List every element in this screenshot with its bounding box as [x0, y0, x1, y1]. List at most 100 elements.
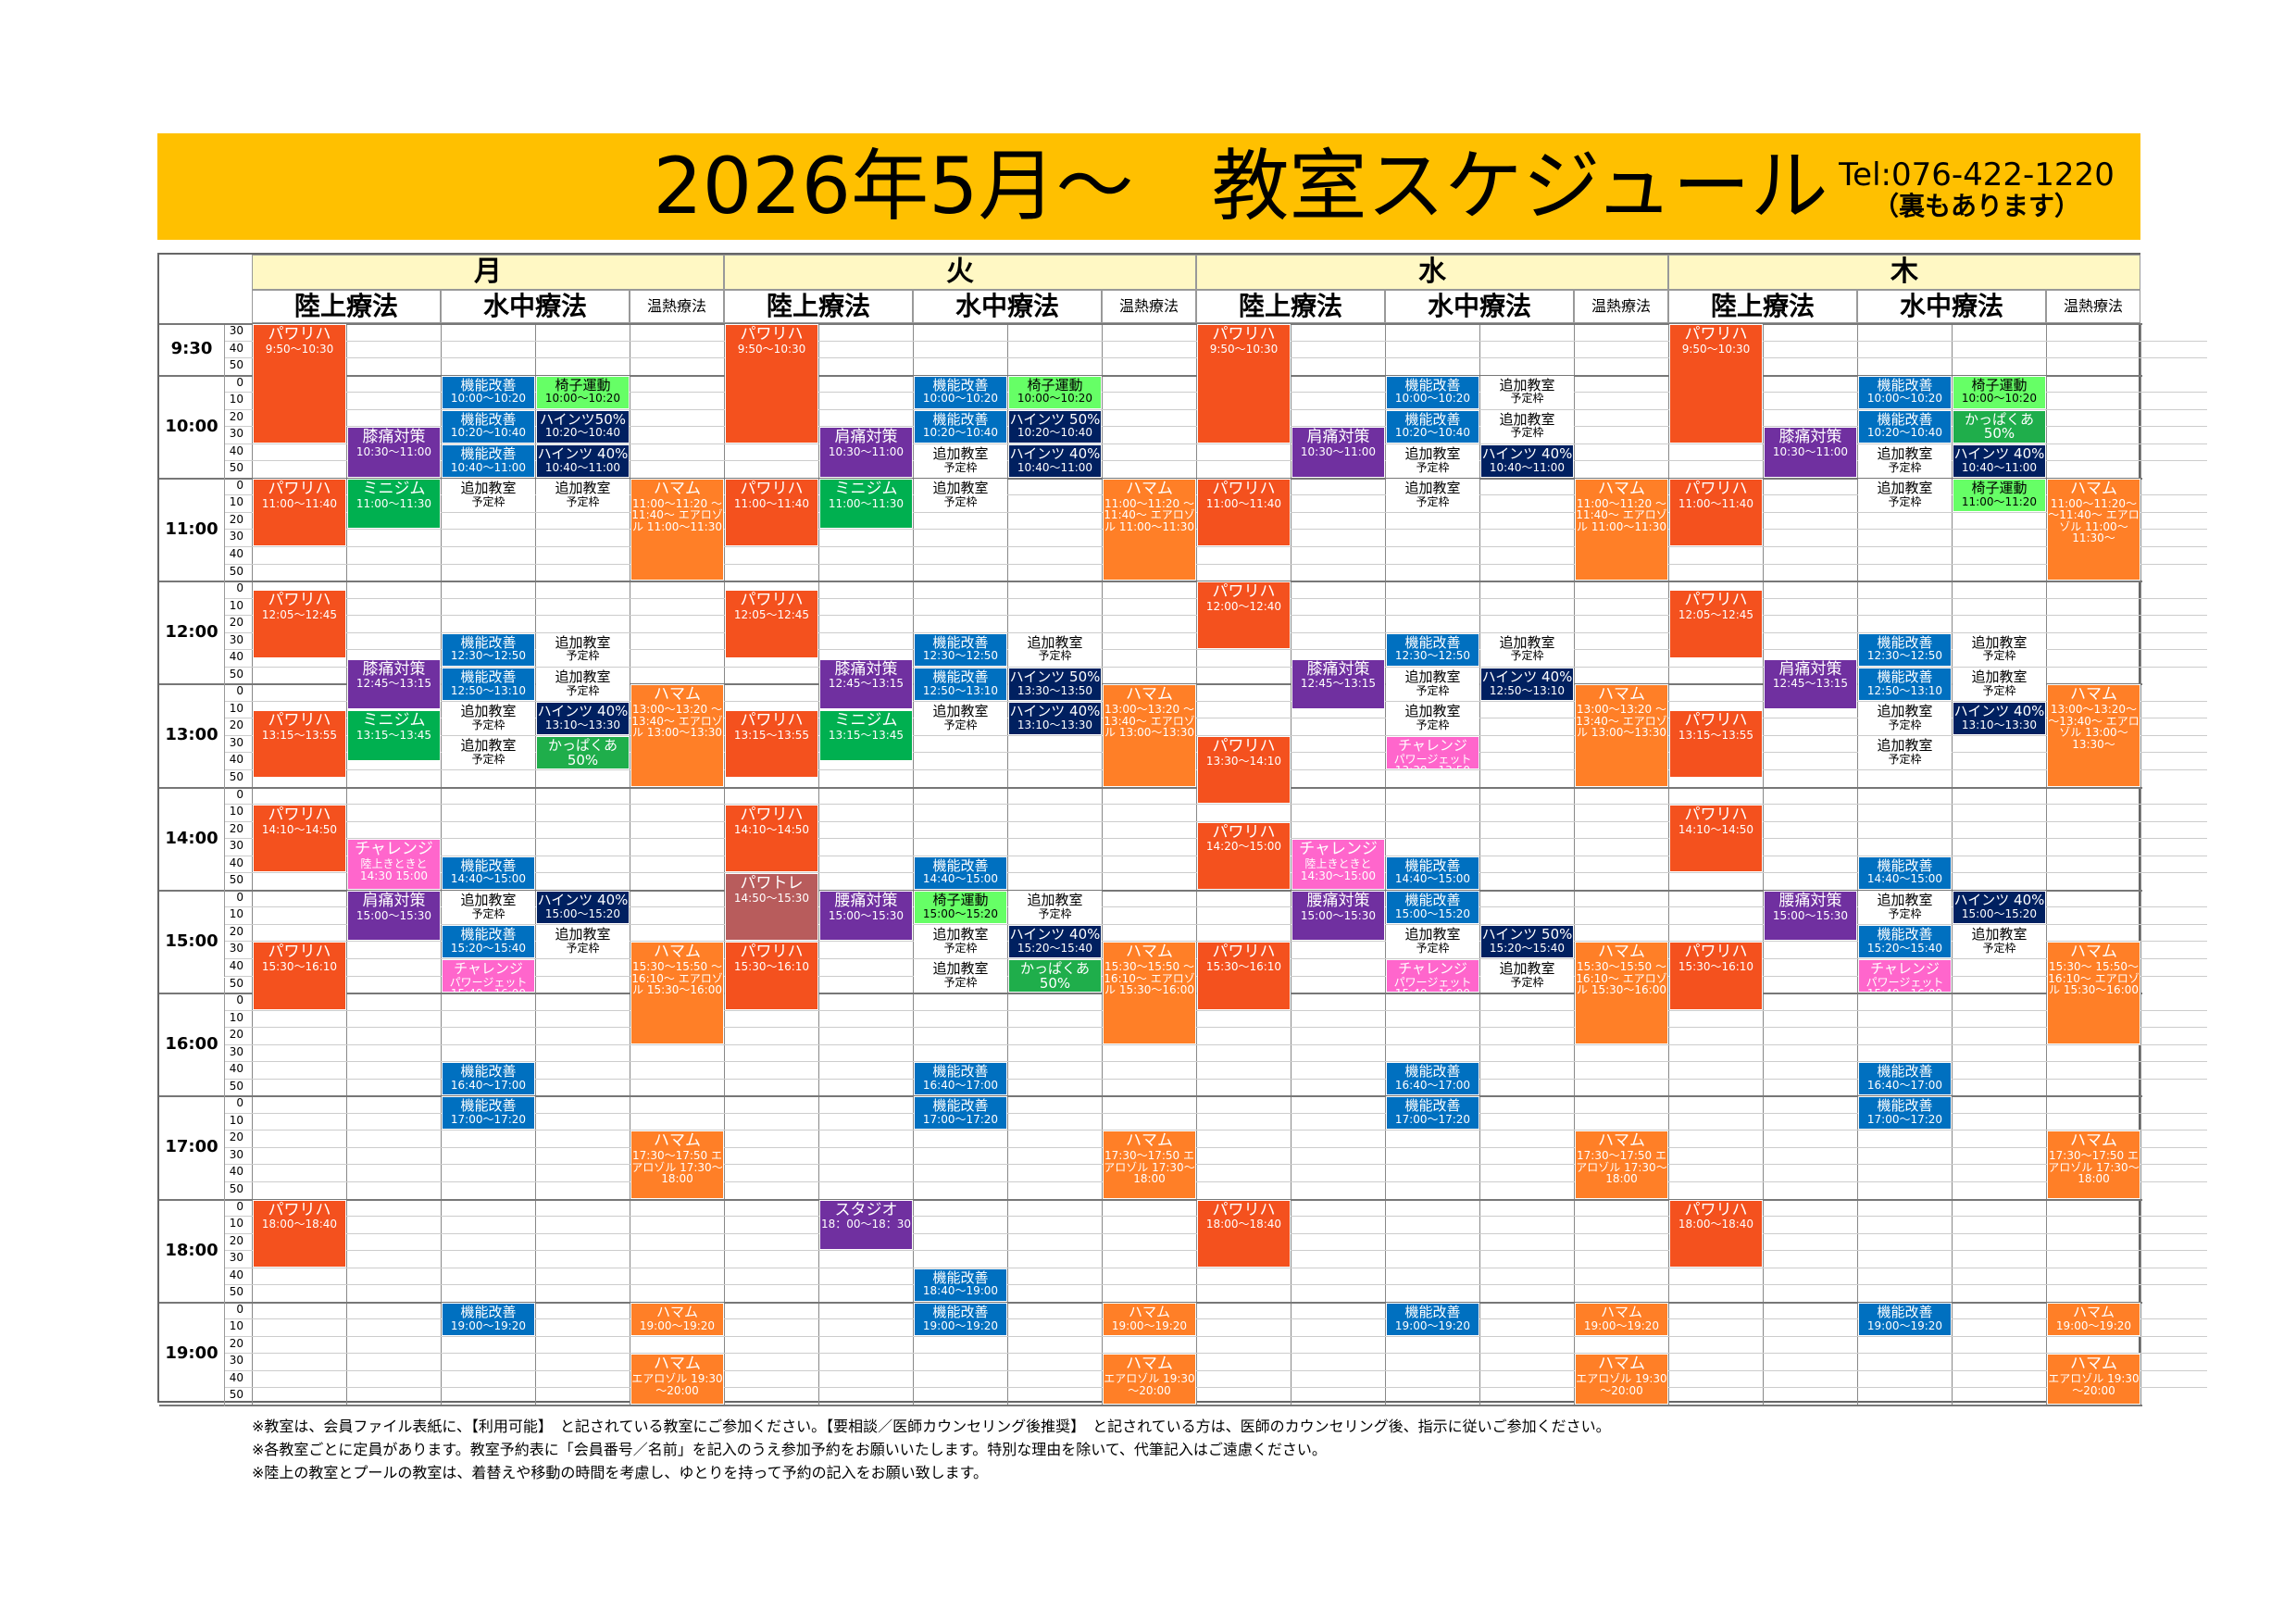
class-block[interactable]: ハマム エアロゾル 19:30～20:00 [1575, 1354, 1668, 1405]
class-block[interactable]: 機能改善 17:00～17:20 [914, 1096, 1007, 1131]
class-block[interactable]: 機能改善 12:30～12:50 [1386, 632, 1479, 667]
class-block[interactable]: 追加教室 予定枠 [914, 701, 1007, 735]
class-block[interactable]: 機能改善 16:40～17:00 [442, 1062, 535, 1096]
class-block[interactable]: 追加教室 予定枠 [1953, 632, 2046, 667]
class-block[interactable]: 機能改善 10:00～10:20 [1858, 375, 1952, 409]
class-block[interactable]: 追加教室 予定枠 [914, 924, 1007, 958]
class-block[interactable]: 機能改善 15:20～15:40 [1858, 924, 1952, 958]
class-block[interactable]: パワリハ 11:00～11:40 [725, 478, 818, 546]
class-block[interactable]: 追加教室 予定枠 [442, 701, 535, 735]
class-block[interactable]: 腰痛対策 15:00～15:30 [1292, 890, 1385, 942]
class-block[interactable]: ハマム 15:30～15:50 ～16:10～ エアロゾル 15:30～16:00 [630, 942, 724, 1044]
class-block[interactable]: ハマム 19:00～19:20 [2047, 1302, 2140, 1336]
class-block[interactable]: ハインツ 40% 10:40～11:00 [536, 443, 630, 478]
class-block[interactable]: ハマム 11:00～11:20～ ～11:40～ エアロゾル 11:00～11:3… [2047, 478, 2140, 581]
class-block[interactable]: パワリハ 11:00～11:40 [1669, 478, 1763, 546]
class-block[interactable]: 機能改善 10:40～11:00 [442, 443, 535, 478]
class-block[interactable]: ハインツ 50% 13:30～13:50 [1008, 667, 1102, 701]
class-block[interactable]: 追加教室 予定枠 [1480, 958, 1574, 993]
class-block[interactable]: 機能改善 16:40～17:00 [1858, 1062, 1952, 1096]
class-block[interactable]: パワリハ 15:30～16:10 [725, 942, 818, 1010]
class-block[interactable]: 機能改善 15:00～15:20 [1386, 890, 1479, 924]
class-block[interactable]: 追加教室 予定枠 [1480, 409, 1574, 443]
class-block[interactable]: ハマム 11:00～11:20 ～11:40～ エアロゾル 11:00～11:30 [1103, 478, 1196, 581]
class-block[interactable]: パワリハ 12:05～12:45 [253, 590, 346, 658]
class-block[interactable]: 機能改善 14:40～15:00 [1386, 856, 1479, 890]
class-block[interactable]: 追加教室 予定枠 [1953, 924, 2046, 958]
class-block[interactable]: ハマム 11:00～11:20 ～11:40～ エアロゾル 11:00～11:30 [1575, 478, 1668, 581]
class-block[interactable]: ハマム 15:30～15:50 ～16:10～ エアロゾル 15:30～16:00 [1575, 942, 1668, 1044]
class-block[interactable]: 機能改善 10:00～10:20 [1386, 375, 1479, 409]
class-block[interactable]: パワリハ 9:50～10:30 [725, 324, 818, 443]
class-block[interactable]: チャレンジ 陸上きときと 14:30 15:00 [347, 839, 441, 890]
class-block[interactable]: ハマム 13:00～13:20 ～13:40～ エアロゾル 13:00～13:30 [1103, 684, 1196, 787]
class-block[interactable]: 機能改善 19:00～19:20 [442, 1302, 535, 1336]
class-block[interactable]: ハマム 13:00～13:20 ～13:40～ エアロゾル 13:00～13:30 [1575, 684, 1668, 787]
class-block[interactable]: 肩痛対策 10:30～11:00 [819, 427, 913, 478]
class-block[interactable]: 追加教室 予定枠 [1480, 632, 1574, 667]
class-block[interactable]: ハインツ 50% 10:20～10:40 [1008, 409, 1102, 443]
class-block[interactable]: 機能改善 12:30～12:50 [442, 632, 535, 667]
class-block[interactable]: 追加教室 予定枠 [1858, 701, 1952, 735]
class-block[interactable]: パワリハ 14:10～14:50 [253, 805, 346, 873]
class-block[interactable]: ハインツ 40% 15:00～15:20 [536, 890, 630, 924]
class-block[interactable]: 機能改善 16:40～17:00 [914, 1062, 1007, 1096]
class-block[interactable]: パワリハ 9:50～10:30 [1197, 324, 1291, 443]
class-block[interactable]: 肩痛対策 12:45～13:15 [1764, 658, 1857, 710]
class-block[interactable]: 機能改善 10:00～10:20 [442, 375, 535, 409]
class-block[interactable]: 追加教室 予定枠 [914, 443, 1007, 478]
class-block[interactable]: ハインツ 40% 12:50～13:10 [1480, 667, 1574, 701]
class-block[interactable]: 腰痛対策 15:00～15:30 [819, 890, 913, 942]
class-block[interactable]: 機能改善 14:40～15:00 [914, 856, 1007, 890]
class-block[interactable]: ミニジム 11:00～11:30 [819, 478, 913, 530]
class-block[interactable]: 椅子運動 10:00～10:20 [1953, 375, 2046, 409]
class-block[interactable]: 追加教室 予定枠 [1480, 375, 1574, 409]
class-block[interactable]: 機能改善 18:40～19:00 [914, 1268, 1007, 1302]
class-block[interactable]: ハマム エアロゾル 19:30～20:00 [1103, 1354, 1196, 1405]
class-block[interactable]: パワリハ 18:00～18:40 [1197, 1199, 1291, 1268]
class-block[interactable]: 機能改善 17:00～17:20 [1386, 1096, 1479, 1131]
class-block[interactable]: パワリハ 13:15～13:55 [1669, 710, 1763, 779]
class-block[interactable]: 機能改善 12:30～12:50 [1858, 632, 1952, 667]
class-block[interactable]: 機能改善 10:20～10:40 [1858, 409, 1952, 443]
class-block[interactable]: 追加教室 予定枠 [536, 478, 630, 512]
class-block[interactable]: 追加教室 予定枠 [442, 478, 535, 512]
class-block[interactable]: 機能改善 10:20～10:40 [914, 409, 1007, 443]
class-block[interactable]: ハインツ 40% 15:20～15:40 [1008, 924, 1102, 958]
class-block[interactable]: 機能改善 12:50～13:10 [1858, 667, 1952, 701]
class-block[interactable]: ハマム 19:00～19:20 [630, 1302, 724, 1336]
class-block[interactable]: 追加教室 予定枠 [1386, 667, 1479, 701]
class-block[interactable]: 追加教室 予定枠 [442, 735, 535, 770]
class-block[interactable]: ハマム 15:30～ 15:50～ 16:10～ エアロゾル 15:30～16:0… [2047, 942, 2140, 1044]
class-block[interactable]: ハインツ 40% 10:40～11:00 [1008, 443, 1102, 478]
class-block[interactable]: 機能改善 16:40～17:00 [1386, 1062, 1479, 1096]
class-block[interactable]: ハマム 13:00～13:20～ ～13:40～ エアロゾル 13:00～13:3… [2047, 684, 2140, 787]
class-block[interactable]: ハマム 19:00～19:20 [1103, 1302, 1196, 1336]
class-block[interactable]: チャレンジ 陸上きときと 14:30～15:00 [1292, 839, 1385, 890]
class-block[interactable]: かっぱくあ50%13:30～13:50 [536, 735, 630, 770]
class-block[interactable]: 椅子運動 15:00～15:20 [914, 890, 1007, 924]
class-block[interactable]: 機能改善 10:20～10:40 [442, 409, 535, 443]
class-block[interactable]: 膝痛対策 12:45～13:15 [1292, 658, 1385, 710]
class-block[interactable]: ハマム 17:30～17:50 エアロゾル 17:30～18:00 [1103, 1131, 1196, 1199]
class-block[interactable]: 椅子運動 11:00～11:20 [1953, 478, 2046, 512]
class-block[interactable]: ハインツ 50% 15:20～15:40 [1480, 924, 1574, 958]
class-block[interactable]: スタジオ 18：00～18：30 [819, 1199, 913, 1251]
class-block[interactable]: パワリハ 15:30～16:10 [1197, 942, 1291, 1010]
class-block[interactable]: パワリハ 12:00～12:40 [1197, 581, 1291, 650]
class-block[interactable]: 機能改善 12:50～13:10 [442, 667, 535, 701]
class-block[interactable]: 腰痛対策 15:00～15:30 [1764, 890, 1857, 942]
class-block[interactable]: 追加教室 予定枠 [536, 924, 630, 958]
class-block[interactable]: 膝痛対策 12:45～13:15 [347, 658, 441, 710]
class-block[interactable]: かっぱくあ50%15:40～16:00 [1008, 958, 1102, 993]
class-block[interactable]: パワリハ 11:00～11:40 [253, 478, 346, 546]
class-block[interactable]: 機能改善 12:50～13:10 [914, 667, 1007, 701]
class-block[interactable]: かっぱくあ50%10:20～10:40 [1953, 409, 2046, 443]
class-block[interactable]: 機能改善 19:00～19:20 [914, 1302, 1007, 1336]
class-block[interactable]: 追加教室 予定枠 [1386, 478, 1479, 512]
class-block[interactable]: 追加教室 予定枠 [1858, 478, 1952, 512]
